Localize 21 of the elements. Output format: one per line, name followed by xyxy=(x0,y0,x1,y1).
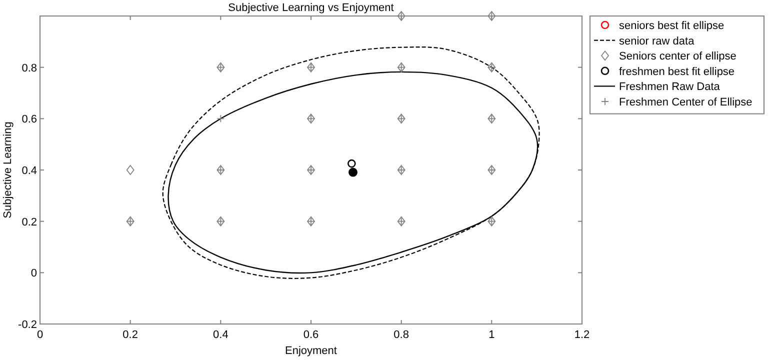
legend-label: Freshmen Center of Ellipse xyxy=(619,96,752,108)
y-tick-label: 0.6 xyxy=(22,114,37,126)
legend-label: Freshmen Raw Data xyxy=(619,81,721,94)
legend-label: senior raw data xyxy=(619,35,696,48)
x-tick-label: 0.2 xyxy=(122,329,138,341)
y-tick-label: 0 xyxy=(30,268,37,280)
y-tick-label: 0.2 xyxy=(22,216,37,228)
y-axis-title: Subjective Learning xyxy=(2,122,14,218)
legend-label: freshmen best fit ellipse xyxy=(619,66,735,78)
x-tick-label: 0.8 xyxy=(394,329,409,341)
y-tick-label: 0.8 xyxy=(22,62,37,74)
x-tick-label: 1 xyxy=(488,329,495,341)
x-axis-title: Enjoyment xyxy=(285,345,337,357)
x-tick-label: 1.2 xyxy=(574,329,590,341)
legend-label: seniors best fit ellipse xyxy=(619,20,724,32)
chart-title: Subjective Learning vs Enjoyment xyxy=(228,2,394,14)
y-tick-label: 0.4 xyxy=(22,165,37,177)
x-tick-label: 0.4 xyxy=(213,329,228,341)
legend-label: Seniors center of ellipse xyxy=(619,50,736,63)
x-tick-label: 0.6 xyxy=(303,329,319,341)
y-tick-label: -0.2 xyxy=(18,319,37,331)
